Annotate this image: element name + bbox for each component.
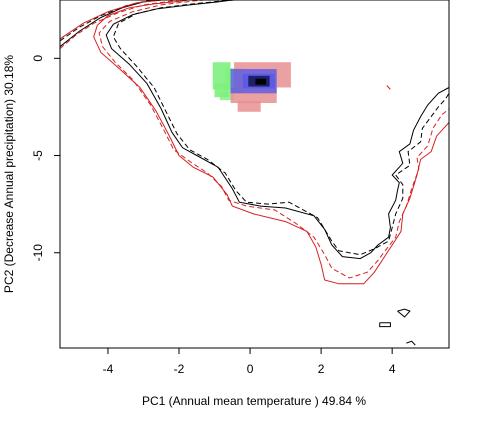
- x-axis-label: PC1 (Annual mean temperature ) 49.84 %: [142, 394, 366, 408]
- x-tick-label: -2: [174, 362, 185, 376]
- axes: -4 -2 0 2 4 0 -5 -10: [31, 55, 396, 376]
- contour-line-black-solid: [406, 340, 416, 346]
- contour-line-black-solid: [397, 308, 411, 318]
- density-cell-pink: [237, 101, 261, 112]
- contour-line-red-dashed: [60, 0, 449, 279]
- plot-area: [60, 0, 449, 346]
- contour-line-black-dashed: [60, 0, 449, 256]
- y-tick-label: -5: [31, 150, 45, 161]
- y-axis-label: PC2 (Decrease Annual precipitation) 30.1…: [2, 55, 16, 293]
- y-tick-label: -10: [31, 244, 45, 262]
- density-cell-black: [255, 78, 267, 85]
- x-tick-label: 4: [389, 362, 396, 376]
- contour-line-black-solid: [379, 322, 391, 328]
- contour-line-red-solid: [60, 0, 449, 285]
- contour-line-black-solid: [60, 0, 449, 260]
- y-tick-label: 0: [31, 55, 45, 62]
- x-tick-label: 2: [318, 362, 325, 376]
- density-cell-green: [219, 92, 235, 101]
- contour-line-red-solid: [386, 85, 391, 90]
- plot-frame: [59, 0, 450, 349]
- x-tick-label: 0: [247, 362, 254, 376]
- x-tick-label: -4: [103, 362, 114, 376]
